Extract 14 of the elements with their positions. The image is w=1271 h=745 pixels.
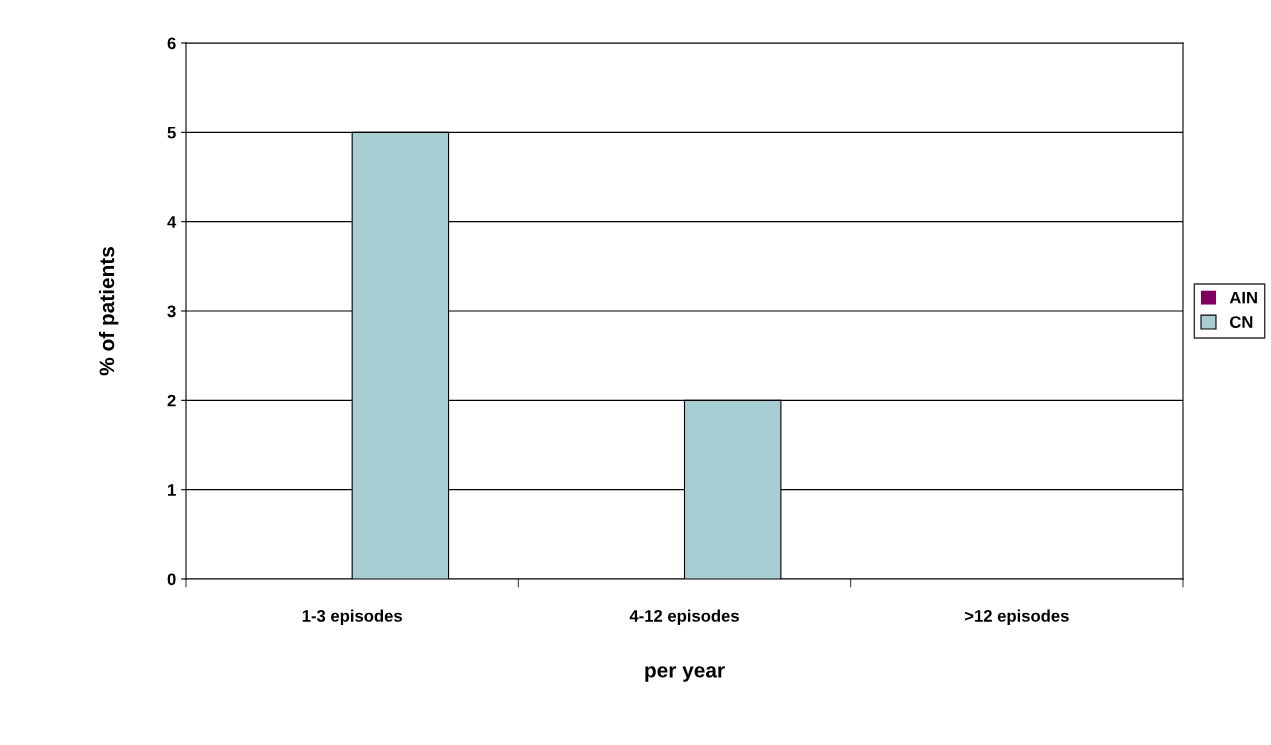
legend-label: AIN — [1229, 291, 1257, 304]
y-axis-title: % of patients — [98, 247, 119, 376]
legend-label: CN — [1230, 316, 1253, 328]
y-tick-label: 1 — [168, 484, 176, 496]
y-tick-label: 2 — [167, 394, 176, 407]
x-axis-title: per year — [645, 666, 725, 682]
y-tick-label: 5 — [167, 126, 176, 139]
x-tick-label: >12 episodes — [964, 609, 1069, 626]
y-tick-label: 3 — [167, 305, 176, 318]
x-tick-label: 1-3 episodes — [302, 609, 402, 626]
x-tick-label: 4-12 episodes — [629, 609, 739, 626]
y-tick-label: 4 — [167, 216, 177, 228]
y-tick-label: 6 — [167, 37, 176, 50]
y-tick-label: 0 — [167, 573, 176, 586]
